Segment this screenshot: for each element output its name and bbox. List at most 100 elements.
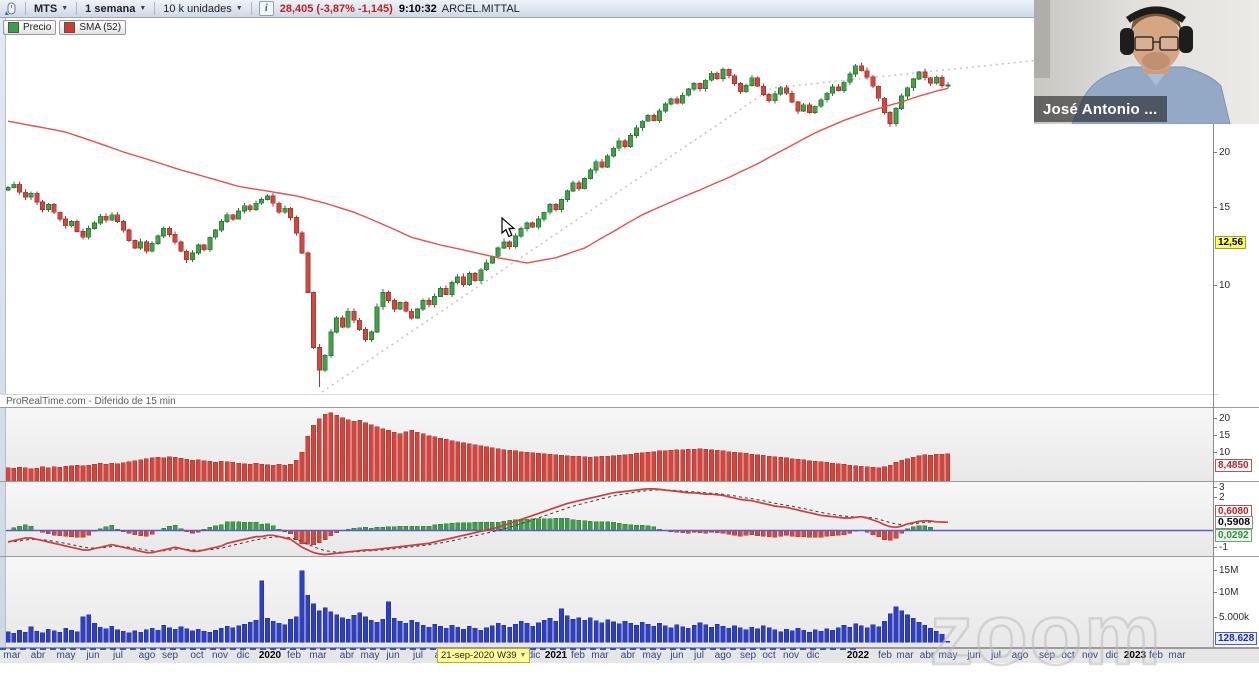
volume-bar	[150, 628, 154, 642]
candle	[802, 105, 806, 111]
macd-hist-bar	[375, 527, 379, 530]
volume-bar	[877, 627, 881, 642]
volume-bar	[69, 630, 73, 642]
candle	[265, 196, 269, 200]
volume-bar	[830, 630, 834, 642]
candle	[894, 109, 898, 124]
toolbar-divider	[76, 2, 77, 15]
candle	[934, 77, 938, 83]
macd-hist-bar	[392, 527, 396, 530]
volume-bar	[479, 630, 483, 642]
pointer-tool-icon[interactable]	[2, 1, 20, 16]
legend-precio[interactable]: Precio	[3, 20, 56, 35]
volume-bar	[277, 623, 281, 642]
candle	[484, 263, 488, 270]
atr-bar	[346, 420, 350, 481]
volume-bar	[657, 623, 661, 642]
volume-bar	[369, 620, 373, 642]
axis-tick-label: 15M	[1213, 565, 1238, 575]
volume-bar	[519, 621, 523, 642]
date-tooltip-text: 21-sep-2020 W39	[441, 650, 517, 661]
volume-bar	[358, 613, 362, 642]
symbol-dropdown[interactable]: MTS ▼	[31, 3, 71, 15]
x-axis-month-label: may	[939, 650, 958, 661]
atr-bar	[802, 460, 806, 481]
candle	[438, 288, 442, 296]
candle	[410, 311, 414, 318]
candle	[237, 211, 241, 219]
candle	[790, 93, 794, 102]
atr-bar	[306, 436, 310, 481]
panel-divider	[0, 556, 1259, 557]
candles	[6, 62, 950, 387]
axis-tick-label: 5.000k	[1213, 612, 1249, 622]
atr-bar	[421, 434, 425, 481]
volume-bar	[352, 615, 356, 642]
info-icon[interactable]: i	[259, 1, 274, 16]
candle	[698, 84, 702, 89]
volume-bar	[588, 618, 592, 642]
timeframe-dropdown[interactable]: 1 semana ▼	[82, 3, 149, 15]
atr-bar	[260, 464, 264, 481]
candle	[311, 292, 315, 347]
atr-bar	[663, 451, 667, 481]
macd-hist-bar	[461, 523, 465, 530]
timeframe-label: 1 semana	[85, 3, 135, 15]
atr-bar	[358, 420, 362, 481]
units-dropdown[interactable]: 10 k unidades ▼	[160, 3, 245, 15]
candle	[162, 229, 166, 236]
candle	[542, 212, 546, 219]
macd-hist-bar	[917, 526, 921, 530]
x-axis-month-label: oct	[1061, 650, 1074, 661]
volume-bar	[156, 630, 160, 642]
candle	[704, 80, 708, 88]
macd-hist-bar	[456, 523, 460, 530]
atr-bar	[52, 467, 56, 481]
macd-hist-bar	[242, 522, 246, 530]
x-axis-month-label: feb	[878, 650, 892, 661]
x-axis-month-label: ago	[715, 650, 732, 661]
atr-bar	[934, 454, 938, 481]
candle	[600, 162, 604, 167]
x-axis-year-label: 2023	[1124, 650, 1146, 661]
atr-bar	[565, 456, 569, 481]
candle	[329, 332, 333, 355]
atr-bar	[479, 446, 483, 481]
volume-bar	[842, 625, 846, 642]
atr-bar	[144, 459, 148, 481]
atr-bar	[294, 460, 298, 481]
candle	[271, 196, 275, 203]
candle	[536, 219, 540, 227]
chevron-down-icon: ▼	[139, 5, 146, 12]
x-axis-month-label: abr	[920, 650, 934, 661]
candle	[288, 208, 292, 217]
atr-bar	[329, 413, 333, 481]
legend-sma[interactable]: SMA (52)	[59, 20, 126, 35]
quote-time: 9:10:32	[399, 3, 437, 15]
atr-bar	[323, 414, 327, 481]
atr-bar	[675, 450, 679, 481]
volume-bar	[461, 629, 465, 642]
volume-bar	[58, 632, 62, 642]
chart-legend: Precio SMA (52)	[3, 20, 126, 35]
volume-bar	[87, 615, 91, 642]
candle	[283, 208, 287, 212]
macd-hist-bar	[381, 527, 385, 530]
volume-bar	[237, 626, 241, 642]
atr-bar	[790, 459, 794, 481]
atr-bar	[208, 461, 212, 481]
chart-source-note: ProRealTime.com - Diferido de 15 min	[0, 394, 1219, 408]
candlestick-chart[interactable]	[0, 17, 1213, 394]
candle	[825, 93, 829, 99]
atr-bar	[531, 453, 535, 481]
macd-hist-bar	[219, 525, 223, 530]
macd-hist-bar	[12, 528, 16, 530]
macd-hist-bar	[606, 522, 610, 530]
x-axis-month-label: mar	[591, 650, 608, 661]
atr-bar	[173, 457, 177, 481]
volume-bar	[306, 595, 310, 642]
volume-bar	[802, 630, 806, 642]
macd-hist-bar	[623, 524, 627, 530]
atr-bar	[352, 421, 356, 481]
chevron-down-icon: ▼	[236, 5, 243, 12]
